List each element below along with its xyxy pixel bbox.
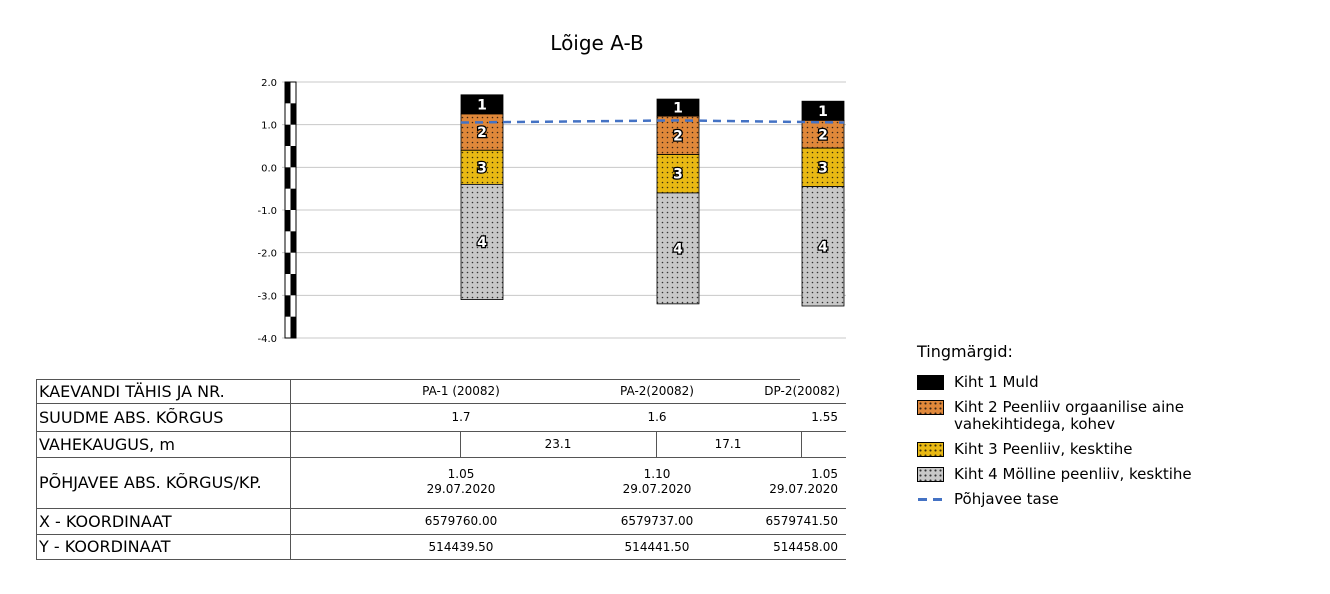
y-tick-label: -2.0: [257, 249, 277, 260]
legend-swatch-groundwater: [917, 491, 944, 506]
legend-item-layer-4: Kiht 4 Mölline peenliiv, kesktihe: [917, 466, 1274, 483]
layer-label: 4: [818, 239, 828, 255]
borehole-columns: 1 2 3 4 1 2 3 4 1 2 3 4: [460, 94, 845, 307]
legend-label-3: Kiht 3 Peenliiv, kesktihe: [954, 440, 1133, 458]
scale-bar-segment: [285, 124, 291, 146]
row-label-x: X - KOORDINAAT: [39, 511, 172, 531]
cell-dist-1: 23.1: [544, 437, 572, 451]
grid-lines: [282, 81, 846, 339]
scale-bar-segment: [285, 167, 291, 189]
legend-label-groundwater: Põhjavee tase: [954, 490, 1059, 508]
legend-swatch-1: [917, 375, 944, 390]
y-tick-label: 0.0: [261, 163, 277, 174]
cell-y-2: 514441.50: [624, 540, 690, 554]
legend-item-layer-3: Kiht 3 Peenliiv, kesktihe: [917, 441, 1274, 458]
layer-label: 1: [818, 104, 828, 120]
cell-gw-date-3: 29.07.2020: [769, 482, 838, 496]
row-label-distance: VAHEKAUGUS, m: [39, 434, 175, 454]
legend-swatch-4: [917, 467, 944, 482]
cell-name-2: PA-2(20082): [620, 384, 694, 398]
scale-bar-segment: [290, 274, 296, 296]
cell-gw-1: 1.05 29.07.2020: [401, 467, 521, 497]
row-label-elevation: SUUDME ABS. KÕRGUS: [39, 407, 224, 427]
layer-2-bar-1: [460, 113, 504, 151]
elevation-scale-bar: [284, 81, 297, 339]
scale-bar-segment: [285, 252, 291, 274]
y-tick-label: -1.0: [257, 206, 277, 217]
scale-bar-segment: [290, 316, 296, 338]
layer-label: 1: [477, 97, 487, 113]
scale-bar-segment: [285, 295, 291, 317]
cell-gw-level-2: 1.10: [643, 467, 671, 481]
cell-gw-level-3: 1.05: [811, 467, 838, 481]
groundwater-line: [460, 119, 845, 124]
layer-label: 4: [673, 241, 683, 257]
cell-name-1: PA-1 (20082): [422, 384, 500, 398]
cell-gw-2: 1.10 29.07.2020: [597, 467, 717, 497]
row-label-y: Y - KOORDINAAT: [39, 537, 171, 556]
legend-label-1: Kiht 1 Muld: [954, 373, 1039, 391]
legend: Tingmärgid: Kiht 1 Muld Kiht 2 Peenliiv …: [917, 342, 1274, 516]
layer-label: 1: [673, 101, 683, 117]
groundwater-polyline: [460, 119, 845, 124]
legend-label-2: Kiht 2 Peenliiv orgaanilise aine vahekih…: [954, 398, 1184, 433]
cell-name-3: DP-2(20082): [764, 384, 840, 398]
cell-gw-level-1: 1.05: [447, 467, 475, 481]
layer-3-bar-3: [801, 147, 845, 187]
layer-4-bar-2: [656, 192, 700, 305]
layer-2-bar-3: [801, 120, 845, 149]
legend-item-layer-1: Kiht 1 Muld: [917, 374, 1274, 391]
legend-swatch-3: [917, 442, 944, 457]
legend-swatch-2: [917, 400, 944, 415]
cell-x-2: 6579737.00: [620, 514, 694, 528]
scale-bar-segment: [290, 146, 296, 168]
scale-bar-segment: [285, 210, 291, 232]
cell-y-3: 514458.00: [773, 540, 838, 554]
cell-y-1: 514439.50: [428, 540, 494, 554]
row-label-borehole: KAEVANDI TÄHIS JA NR.: [39, 381, 225, 401]
chart-title: Lõige A-B: [550, 31, 643, 55]
cell-x-1: 6579760.00: [424, 514, 498, 528]
row-label-groundwater: PÕHJAVEE ABS. KÕRGUS/KP.: [39, 473, 262, 492]
cell-x-3: 6579741.50: [765, 514, 838, 528]
layer-4-bar-3: [801, 186, 845, 307]
layer-label: 3: [673, 167, 683, 183]
cell-gw-3: 1.05 29.07.2020: [718, 467, 838, 497]
legend-item-layer-2: Kiht 2 Peenliiv orgaanilise aine vahekih…: [917, 399, 1274, 433]
legend-item-groundwater: Põhjavee tase: [917, 491, 1274, 508]
scale-bar-segment: [290, 231, 296, 253]
layer-label: 3: [818, 160, 828, 176]
layer-4-bar-1: [460, 183, 504, 300]
layer-label: 3: [477, 160, 487, 176]
layer-label: 2: [477, 125, 487, 141]
legend-label-4: Kiht 4 Mölline peenliiv, kesktihe: [954, 465, 1192, 483]
y-tick-label: 2.0: [261, 78, 277, 89]
data-table: KAEVANDI TÄHIS JA NR. SUUDME ABS. KÕRGUS…: [36, 379, 846, 560]
layer-label: 2: [673, 128, 683, 144]
y-tick-label: -4.0: [257, 334, 277, 345]
y-tick-label: -3.0: [257, 291, 277, 302]
scale-bar-segment: [290, 188, 296, 210]
cell-elev-3: 1.55: [811, 410, 838, 424]
y-tick-label: 1.0: [261, 121, 277, 132]
scale-bar-segment: [290, 103, 296, 125]
cell-elev-1: 1.7: [451, 410, 471, 424]
legend-title: Tingmärgid:: [917, 342, 1013, 361]
layer-2-bar-2: [656, 115, 700, 155]
cell-gw-date-2: 29.07.2020: [622, 482, 692, 496]
cell-dist-2: 17.1: [714, 437, 742, 451]
scale-bar-segment: [285, 82, 291, 104]
layer-label: 4: [477, 235, 487, 251]
cell-gw-date-1: 29.07.2020: [426, 482, 496, 496]
y-tick-labels: 2.0 1.0 0.0 -1.0 -2.0 -3.0 -4.0: [257, 78, 277, 345]
layer-label: 2: [818, 127, 828, 143]
cell-elev-2: 1.6: [647, 410, 667, 424]
